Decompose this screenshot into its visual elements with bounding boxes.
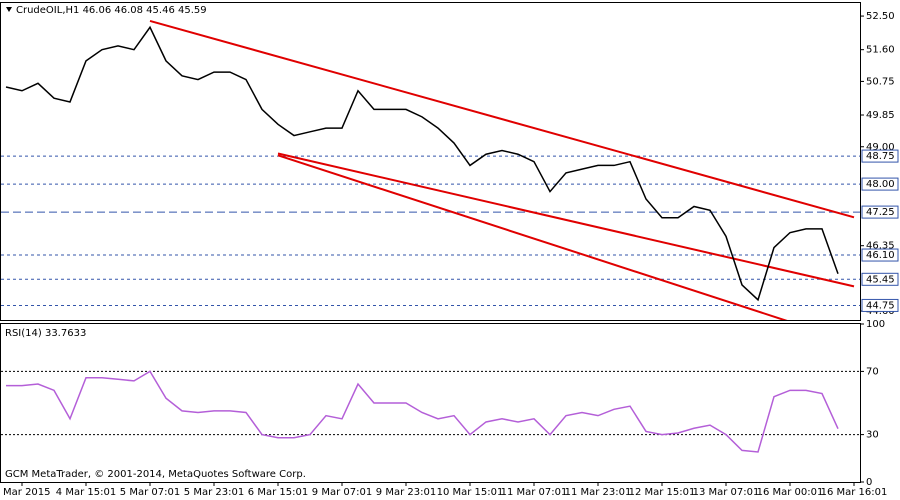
rsi-title: RSI(14) 33.7633 (5, 328, 86, 339)
trend-line (277, 154, 788, 320)
level-box (861, 298, 899, 312)
title-icon (6, 7, 12, 12)
series-line (5, 25, 839, 302)
level-label: 44.75 (866, 300, 895, 311)
x-tick-label: 16 Mar 00:01 (757, 487, 824, 498)
y-tick-label: 51.60 (866, 45, 895, 56)
y-tick-label: 70 (866, 366, 879, 377)
x-tick-label: 6 Mar 15:01 (248, 487, 308, 498)
x-tick-label: 4 Mar 15:01 (56, 487, 116, 498)
x-tick-label: 9 Mar 07:01 (312, 487, 372, 498)
y-tick-label: 52.50 (866, 11, 895, 22)
rsi-panel (0, 323, 861, 483)
level-box (861, 205, 899, 219)
footer: GCM MetaTrader, © 2001-2014, MetaQuotes … (5, 469, 306, 480)
trend-line (277, 152, 855, 288)
x-tick-label: 5 Mar 07:01 (120, 487, 180, 498)
y-tick-label: 49.85 (866, 110, 895, 121)
level-label: 46.10 (866, 250, 895, 261)
x-tick-label: 13 Mar 07:01 (693, 487, 760, 498)
x-tick-label: 9 Mar 23:01 (376, 487, 436, 498)
level-label: 48.75 (866, 151, 895, 162)
series-line (6, 370, 839, 453)
level-box (861, 177, 899, 191)
x-tick-label: 16 Mar 16:01 (821, 487, 888, 498)
x-tick-label: 5 Mar 23:01 (184, 487, 244, 498)
y-tick-label: 0 (866, 477, 872, 488)
y-tick-label: 46.35 (866, 241, 895, 252)
x-tick-label: 12 Mar 15:01 (629, 487, 696, 498)
level-label: 48.00 (866, 179, 895, 190)
y-tick-label: 49.00 (866, 142, 895, 153)
level-box (861, 149, 899, 163)
level-label: 45.45 (866, 274, 895, 285)
y-tick-label: 50.75 (866, 76, 895, 87)
price-panel (0, 2, 861, 321)
trend-line (149, 19, 855, 219)
x-tick-label: 4 Mar 2015 (0, 487, 51, 498)
x-tick-label: 10 Mar 15:01 (437, 487, 504, 498)
level-box (861, 272, 899, 286)
x-tick-label: 11 Mar 07:01 (501, 487, 568, 498)
y-tick-label: 100 (866, 319, 885, 330)
level-label: 47.25 (866, 207, 895, 218)
x-tick-label: 11 Mar 23:01 (565, 487, 632, 498)
chart-title: CrudeOIL,H1 46.06 46.08 45.46 45.59 (16, 5, 207, 16)
level-box (861, 248, 899, 262)
y-tick-label: 30 (866, 430, 879, 441)
